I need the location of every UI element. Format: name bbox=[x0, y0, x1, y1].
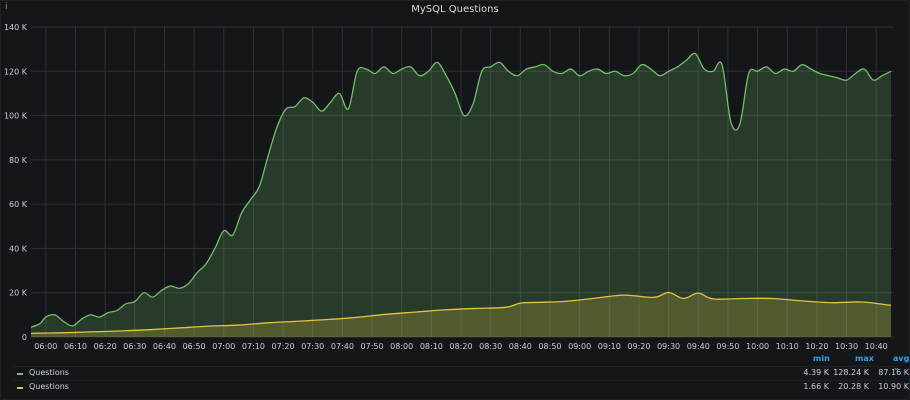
x-tick-label: 09:00 bbox=[568, 342, 591, 351]
y-tick-label: 60 K bbox=[9, 200, 28, 209]
series-area bbox=[31, 53, 892, 337]
legend: min max avg ⌄ Questions 4.39 K 128.24 K … bbox=[13, 354, 909, 395]
y-tick-label: 80 K bbox=[9, 156, 28, 165]
legend-header: min max avg ⌄ bbox=[13, 354, 909, 372]
x-tick-label: 09:20 bbox=[627, 342, 650, 351]
legend-col-max[interactable]: max bbox=[855, 354, 874, 363]
x-tick-label: 09:40 bbox=[687, 342, 710, 351]
x-tick-label: 07:40 bbox=[331, 342, 354, 351]
x-tick-label: 08:10 bbox=[420, 342, 443, 351]
series-area bbox=[31, 292, 892, 337]
x-tick-label: 08:30 bbox=[479, 342, 502, 351]
x-tick-label: 07:50 bbox=[361, 342, 384, 351]
info-icon[interactable]: i bbox=[5, 2, 8, 12]
y-tick-label: 40 K bbox=[9, 244, 28, 253]
y-axis: 0 20 K 40 K 60 K 80 K 100 K 120 K 140 K bbox=[4, 23, 28, 342]
x-tick-label: 06:20 bbox=[94, 342, 117, 351]
legend-series-name: Questions bbox=[29, 368, 69, 377]
legend-series-name: Questions bbox=[29, 382, 69, 391]
x-tick-label: 08:50 bbox=[538, 342, 561, 351]
x-tick-label: 09:50 bbox=[716, 342, 739, 351]
legend-row-2[interactable]: Questions 1.66 K 20.28 K 10.90 K bbox=[13, 381, 909, 395]
legend-row-1[interactable]: Questions 4.39 K 128.24 K 87.16 K bbox=[13, 367, 909, 381]
legend-min-value: 1.66 K bbox=[803, 382, 829, 391]
legend-col-min[interactable]: min bbox=[813, 354, 830, 363]
x-tick-label: 08:00 bbox=[390, 342, 413, 351]
y-tick-label: 20 K bbox=[9, 289, 28, 298]
x-tick-label: 07:30 bbox=[301, 342, 324, 351]
y-tick-label: 100 K bbox=[4, 112, 28, 121]
x-tick-label: 08:40 bbox=[509, 342, 532, 351]
panel-title[interactable]: MySQL Questions bbox=[411, 4, 499, 15]
x-tick-label: 09:30 bbox=[657, 342, 680, 351]
legend-avg-value: 87.16 K bbox=[878, 368, 909, 377]
legend-max-value: 128.24 K bbox=[833, 368, 869, 377]
x-tick-label: 07:10 bbox=[242, 342, 265, 351]
x-tick-label: 10:40 bbox=[865, 342, 888, 351]
x-tick-label: 10:10 bbox=[776, 342, 799, 351]
series-line[interactable] bbox=[30, 291, 892, 334]
legend-min-value: 4.39 K bbox=[803, 368, 829, 377]
x-axis: 06:00 06:10 06:20 06:30 06:40 06:50 07:00 07:10… bbox=[34, 342, 887, 351]
x-tick-label: 07:00 bbox=[212, 342, 235, 351]
series-layer bbox=[30, 52, 892, 337]
y-tick-label: 140 K bbox=[4, 23, 28, 32]
legend-swatch bbox=[17, 373, 23, 375]
series-line[interactable] bbox=[30, 52, 892, 328]
x-tick-label: 06:10 bbox=[64, 342, 87, 351]
x-tick-label: 08:20 bbox=[449, 342, 472, 351]
legend-max-value: 20.28 K bbox=[838, 382, 869, 391]
x-tick-label: 06:30 bbox=[123, 342, 146, 351]
y-tick-label: 120 K bbox=[4, 67, 28, 76]
x-tick-label: 07:20 bbox=[272, 342, 295, 351]
x-tick-label: 06:40 bbox=[153, 342, 176, 351]
legend-col-avg[interactable]: avg ⌄ bbox=[893, 354, 909, 372]
legend-avg-value: 10.90 K bbox=[878, 382, 909, 391]
x-tick-label: 10:20 bbox=[805, 342, 828, 351]
legend-col-avg-label: avg bbox=[893, 354, 910, 363]
x-tick-label: 06:50 bbox=[183, 342, 206, 351]
grid bbox=[31, 26, 894, 338]
x-tick-label: 10:30 bbox=[835, 342, 858, 351]
x-tick-label: 10:00 bbox=[746, 342, 769, 351]
y-tick-label: 0 bbox=[22, 333, 27, 342]
x-tick-label: 06:00 bbox=[34, 342, 57, 351]
sort-chevron-icon: ⌄ bbox=[893, 363, 900, 372]
x-tick-label: 09:10 bbox=[598, 342, 621, 351]
legend-swatch bbox=[17, 387, 23, 389]
